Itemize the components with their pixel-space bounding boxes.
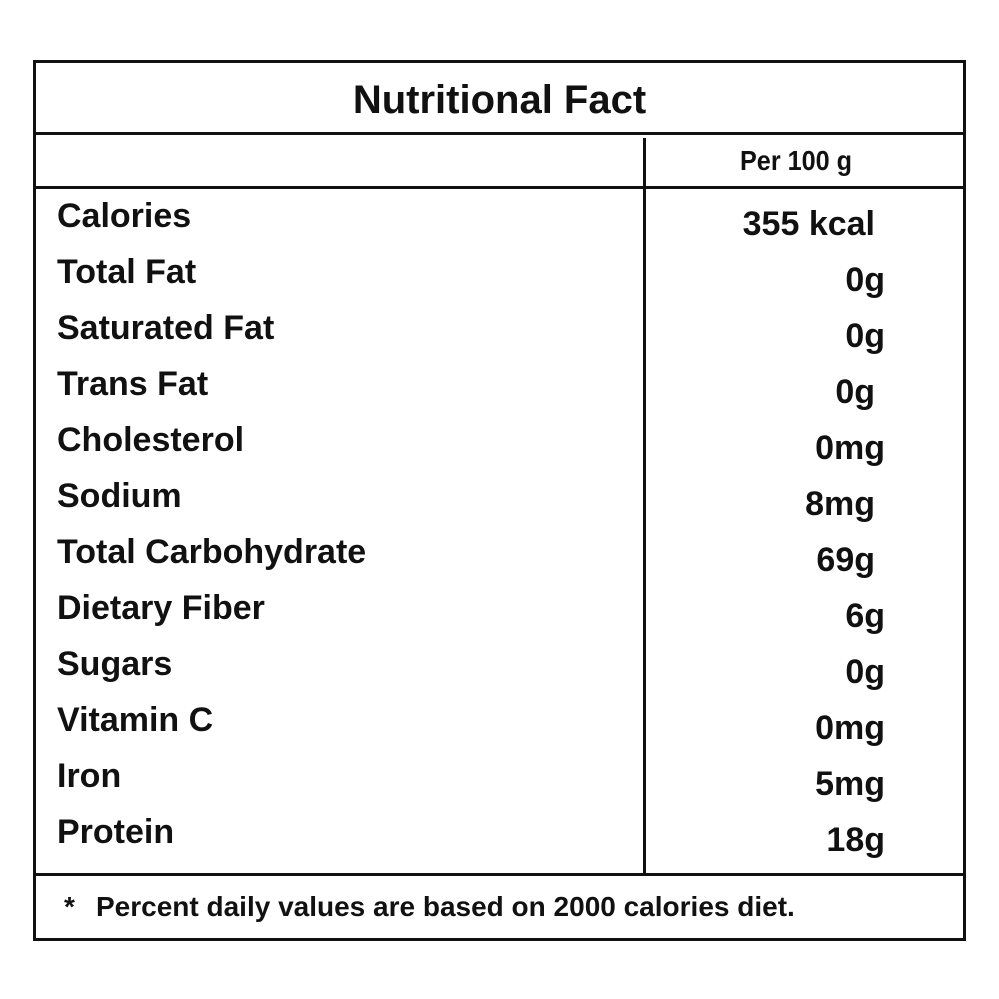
nutrient-value: 8mg [805, 485, 875, 523]
nutrient-name: Calories [57, 197, 192, 235]
nutrition-label: Nutritional Fact Per 100 g Calories 355 … [33, 60, 966, 941]
nutrient-row-sodium: Sodium 8mg [36, 469, 963, 525]
nutrient-name: Total Carbohydrate [57, 533, 367, 571]
nutrient-row-calories: Calories 355 kcal [36, 189, 963, 245]
nutrient-value: 69g [816, 541, 875, 579]
nutrient-name: Total Fat [57, 253, 197, 291]
nutrient-row-dietary-fiber: Dietary Fiber 6g [36, 581, 963, 637]
nutrient-name: Trans Fat [57, 365, 209, 403]
nutrient-row-trans-fat: Trans Fat 0g [36, 357, 963, 413]
nutrient-value: 5mg [815, 765, 885, 803]
footnote-text: Percent daily values are based on 2000 c… [96, 891, 795, 922]
column-divider [643, 138, 646, 873]
nutrient-name: Protein [57, 813, 175, 851]
nutrient-value: 0g [835, 373, 875, 411]
nutrient-value: 0mg [815, 709, 885, 747]
footnote-marker: * [64, 891, 75, 922]
nutrient-row-iron: Iron 5mg [36, 749, 963, 805]
nutrient-list: Calories 355 kcal Total Fat 0g Saturated… [36, 189, 963, 861]
nutrient-value: 0mg [815, 429, 885, 467]
nutrient-row-total-carbohydrate: Total Carbohydrate 69g [36, 525, 963, 581]
label-title: Nutritional Fact [36, 63, 963, 135]
serving-size-header: Per 100 g [740, 145, 853, 176]
nutrient-row-vitamin-c: Vitamin C 0mg [36, 693, 963, 749]
serving-header-row: Per 100 g [36, 138, 963, 189]
nutrient-name: Vitamin C [57, 701, 214, 739]
nutrient-name: Cholesterol [57, 421, 245, 459]
nutrient-value: 0g [845, 317, 885, 355]
nutrient-row-cholesterol: Cholesterol 0mg [36, 413, 963, 469]
nutrient-name: Dietary Fiber [57, 589, 265, 627]
nutrient-name: Sugars [57, 645, 173, 683]
nutrient-row-protein: Protein 18g [36, 805, 963, 861]
nutrient-row-sugars: Sugars 0g [36, 637, 963, 693]
nutrient-name: Saturated Fat [57, 309, 275, 347]
footnote-row: * Percent daily values are based on 2000… [36, 873, 963, 938]
nutrient-name: Sodium [57, 477, 182, 515]
nutrient-value: 6g [845, 597, 885, 635]
nutrient-value: 355 kcal [742, 205, 875, 243]
nutrient-row-total-fat: Total Fat 0g [36, 245, 963, 301]
nutrient-name: Iron [57, 757, 122, 795]
nutrient-value: 18g [826, 821, 885, 859]
nutrient-row-saturated-fat: Saturated Fat 0g [36, 301, 963, 357]
nutrient-value: 0g [845, 261, 885, 299]
nutrient-value: 0g [845, 653, 885, 691]
